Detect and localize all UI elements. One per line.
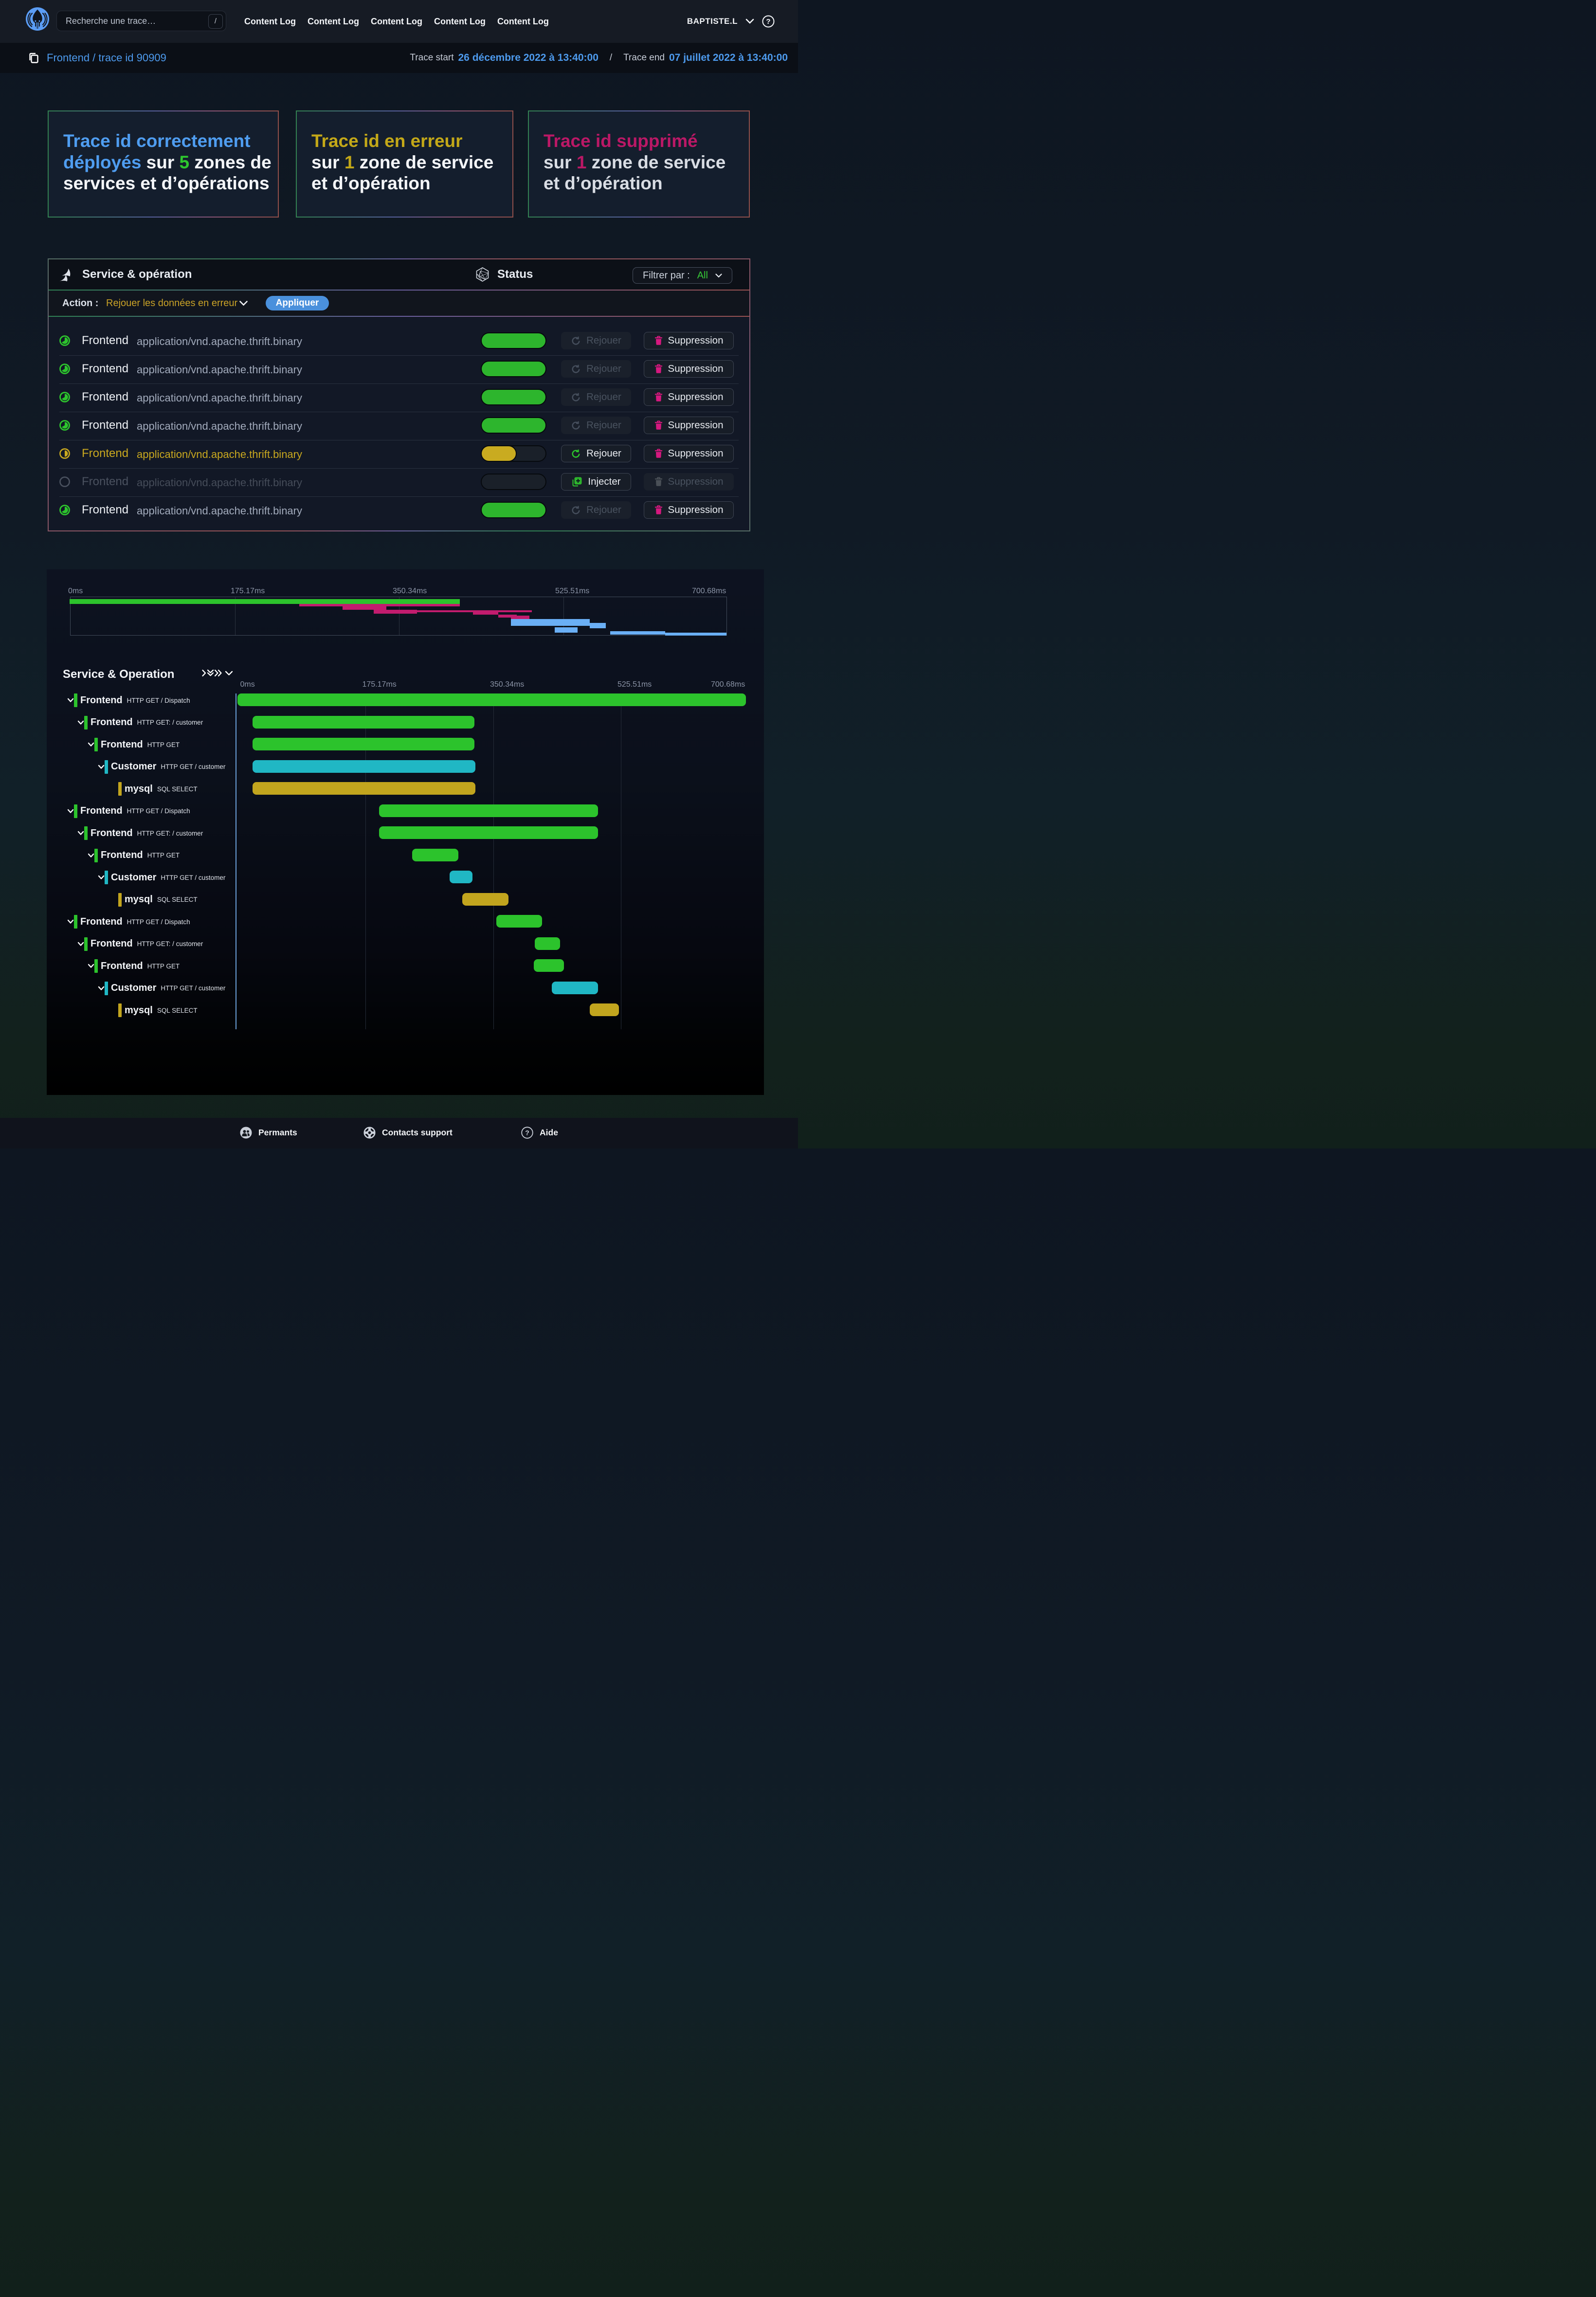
svg-text:?: ? bbox=[766, 18, 770, 26]
svg-text:?: ? bbox=[525, 1129, 529, 1136]
